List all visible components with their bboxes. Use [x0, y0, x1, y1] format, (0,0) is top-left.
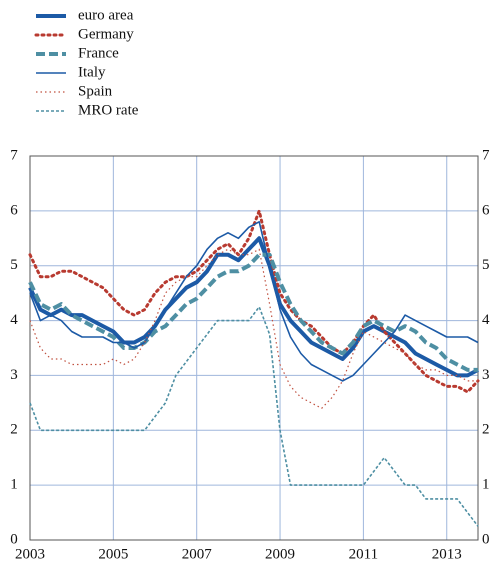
- x-tick-label: 2003: [15, 546, 45, 562]
- y2-tick-label: 0: [482, 531, 490, 547]
- y-tick-label: 6: [10, 202, 18, 218]
- legend-label: Spain: [78, 83, 113, 99]
- legend-label: Italy: [78, 64, 106, 80]
- legend-label: Germany: [78, 26, 134, 42]
- y-tick-label: 0: [10, 531, 18, 547]
- y-tick-label: 3: [10, 367, 18, 383]
- y-tick-label: 4: [10, 312, 18, 328]
- x-tick-label: 2013: [432, 546, 462, 562]
- x-tick-label: 2007: [182, 546, 213, 562]
- plot-frame: [29, 155, 479, 541]
- x-tick-label: 2009: [265, 546, 295, 562]
- y2-tick-label: 7: [482, 147, 490, 163]
- series-line: [29, 248, 478, 409]
- y2-tick-label: 2: [482, 422, 490, 438]
- y-tick-label: 5: [10, 257, 18, 273]
- y-tick-label: 2: [10, 422, 18, 438]
- series-line: [28, 236, 479, 378]
- y2-tick-label: 4: [482, 312, 490, 328]
- x-tick-label: 2011: [349, 546, 378, 562]
- y2-tick-label: 6: [482, 202, 490, 218]
- legend-label: MRO rate: [78, 102, 139, 118]
- series-line: [29, 221, 479, 382]
- series-line: [29, 306, 479, 527]
- legend-label: France: [78, 45, 119, 61]
- y2-tick-label: 1: [482, 477, 490, 493]
- y-tick-label: 7: [10, 147, 18, 163]
- legend-label: euro area: [78, 7, 134, 23]
- series-line: [28, 252, 478, 372]
- x-tick-label: 2005: [98, 546, 128, 562]
- y2-tick-label: 5: [482, 257, 490, 273]
- y-tick-label: 1: [10, 477, 18, 493]
- y2-tick-label: 3: [482, 367, 490, 383]
